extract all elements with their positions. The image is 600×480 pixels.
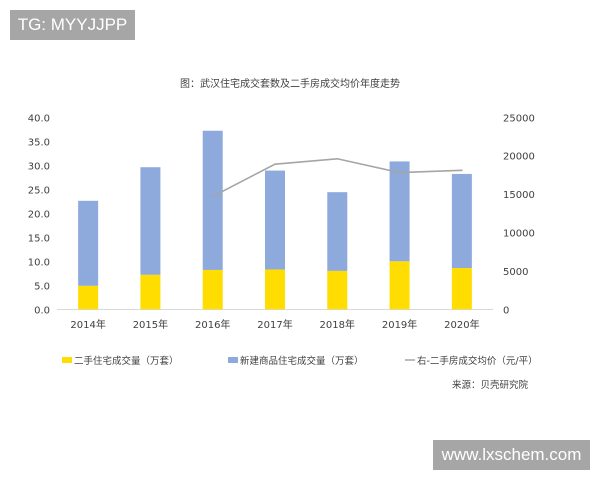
x-tick-label: 2014年	[70, 318, 105, 331]
y-tick-label: 35.0	[28, 137, 50, 148]
y-tick-label: 25.0	[28, 185, 50, 196]
bar-new-build-2020年	[451, 173, 472, 269]
price-point-2019年	[398, 171, 401, 174]
source-note: 来源：贝壳研究院	[452, 379, 529, 391]
y2-tick-label: 20000	[503, 152, 535, 163]
y-tick-label: 15.0	[28, 233, 50, 244]
y-tick-label: 5.0	[34, 281, 50, 292]
y-tick-label: 0.0	[34, 305, 50, 316]
bar-new-build-2019年	[389, 161, 410, 262]
bar-new-build-2016年	[202, 130, 223, 270]
bar-second-hand-2019年	[389, 261, 410, 310]
bar-new-build-2014年	[78, 200, 99, 286]
bar-second-hand-2014年	[78, 285, 99, 310]
price-line	[212, 157, 462, 198]
x-tick-label: 2016年	[195, 318, 230, 331]
x-tick-label: 2017年	[257, 318, 292, 331]
y2-tick-label: 25000	[503, 113, 535, 124]
y2-tick-label: 0	[503, 305, 509, 316]
bar-new-build-2017年	[265, 170, 285, 270]
legend-label: 右-二手房成交均价（元/平）	[417, 355, 538, 367]
bar-second-hand-2017年	[265, 269, 285, 310]
y2-tick-label: 10000	[503, 229, 535, 240]
x-tick-label: 2019年	[382, 318, 417, 331]
y-tick-label: 30.0	[28, 161, 50, 172]
price-point-2020年	[461, 169, 463, 172]
y2-tick-label: 5000	[503, 267, 528, 278]
legend-swatch	[62, 357, 72, 363]
bar-second-hand-2015年	[140, 274, 161, 310]
price-point-2016年	[211, 195, 214, 198]
y2-tick-label: 15000	[503, 190, 535, 201]
x-tick-label: 2018年	[320, 318, 355, 331]
legend-swatch	[228, 357, 238, 363]
bar-second-hand-2020年	[451, 268, 472, 310]
bar-new-build-2015年	[140, 167, 161, 275]
watermark-bottom-right: www.lxschem.com	[433, 440, 590, 470]
legend-label: 新建商品住宅成交量（万套）	[240, 355, 364, 367]
bar-second-hand-2016年	[202, 269, 223, 310]
y-tick-label: 20.0	[28, 209, 50, 220]
watermark-top-left: TG: MYYJJPP	[10, 10, 135, 40]
chart-title: 图：武汉住宅成交套数及二手房成交均价年度走势	[180, 77, 400, 90]
y-tick-label: 40.0	[28, 113, 50, 124]
price-point-2017年	[274, 163, 276, 165]
y-tick-label: 10.0	[28, 257, 50, 268]
bar-second-hand-2018年	[327, 270, 348, 310]
price-point-2018年	[336, 157, 339, 160]
legend-label: 二手住宅成交量（万套）	[74, 355, 179, 367]
x-tick-label: 2015年	[133, 318, 168, 331]
bar-new-build-2018年	[327, 192, 348, 271]
x-tick-label: 2020年	[444, 318, 479, 331]
